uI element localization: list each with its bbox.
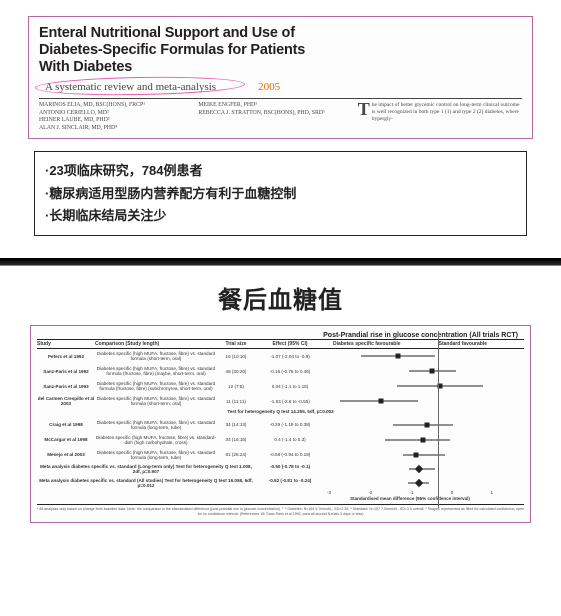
author: MARINOS ELIA, MD, BSC(HONS), FRCP¹ <box>39 102 188 110</box>
divider <box>39 98 522 99</box>
forest-row: McCargar et al 1998 Diabetes specific (h… <box>37 432 524 447</box>
forest-header: Study Comparison (Study length) Trial si… <box>37 339 524 349</box>
forest-summary: Meta analysis diabetes specific vs. stan… <box>37 476 524 490</box>
hdr-study: Study <box>37 341 95 347</box>
forest-row: Mesejo et al 2003 Diabetes specific (hig… <box>37 447 524 462</box>
bullet-box: ·23项临床研究，784例患者 ·糖尿病适用型肠内营养配方有利于血糖控制 ·长期… <box>34 151 527 235</box>
forest-row: Craig et al 1998 Diabetes specific (high… <box>37 417 524 432</box>
forest-body: Peters et al 1992 Diabetes specific (hig… <box>37 349 524 491</box>
authors-left: MARINOS ELIA, MD, BSC(HONS), FRCP¹ ANTON… <box>39 102 188 132</box>
author: REBECCA J. STRATTON, BSC(HONS), PHD, SRD… <box>198 110 347 118</box>
forest-row: Peters et al 1992 Diabetes specific (hig… <box>37 349 524 364</box>
hdr-fav-left: Diabetes specific favourable <box>333 341 401 347</box>
paper-subtitle: A systematic review and meta-analysis <box>39 80 222 94</box>
bullet-1: ·23项临床研究，784例患者 <box>45 160 516 182</box>
author: HEINER LAUBE, MD, PHD³ <box>39 117 188 125</box>
abstract-text: he impact of better glycemic control on … <box>372 102 520 122</box>
forest-row: Sanz-Paris et al 1993 Diabetes specific … <box>37 379 524 394</box>
hdr-comp: Comparison (Study length) <box>95 341 217 347</box>
bullet-3: ·长期临床结局关注少 <box>45 205 516 227</box>
lower-title: 餐后血糖值 <box>0 280 561 315</box>
paper-title: Enteral Nutritional Support and Use of D… <box>39 25 522 76</box>
author-row: MARINOS ELIA, MD, BSC(HONS), FRCP¹ ANTON… <box>39 102 522 132</box>
hdr-eff: Effect (95% CI) <box>255 341 325 347</box>
forest-footnote: * All analyses only based on change from… <box>37 504 524 516</box>
slide-separator <box>0 258 561 266</box>
scale-label: Standardised mean difference (95% confid… <box>325 495 495 501</box>
bullet-2: ·糖尿病适用型肠内营养配方有利于血糖控制 <box>45 183 516 205</box>
author: MEIKE ENGFER, PHD⁵ <box>198 102 347 110</box>
paper-clip: Enteral Nutritional Support and Use of D… <box>28 16 533 139</box>
title-line2: Diabetes-Specific Formulas for Patients <box>39 42 305 58</box>
forest-title: Post-Prandial rise in glucose concentrat… <box>37 332 524 339</box>
author: ALAN J. SINCLAIR, MD, PHD⁴ <box>39 125 188 133</box>
forest-summary: Meta analysis diabetes specific vs. stan… <box>37 462 524 476</box>
abstract-snippet: T he impact of better glycemic control o… <box>358 102 522 132</box>
title-line1: Enteral Nutritional Support and Use of <box>39 25 295 41</box>
forest-row: Sanz-Paris et al 1992 Diabetes specific … <box>37 364 524 379</box>
hdr-n: Trial size <box>217 341 255 347</box>
hdr-fav-right: Standard favourable <box>439 341 487 347</box>
paper-subtitle-row: A systematic review and meta-analysis 20… <box>39 80 522 94</box>
author: ANTONIO CERIELLO, MD² <box>39 110 188 118</box>
paper-year: 2005 <box>258 81 280 93</box>
dropcap: T <box>358 102 372 117</box>
axis-scale: -3-2-101 Standardised mean difference (9… <box>37 490 524 501</box>
authors-mid: MEIKE ENGFER, PHD⁵ REBECCA J. STRATTON, … <box>198 102 347 132</box>
lower-slide: 餐后血糖值 Post-Prandial rise in glucose conc… <box>0 266 561 523</box>
heterogeneity: Test for heterogeneity Q test 14.255, 5d… <box>37 408 524 417</box>
forest-row: del Carmen Crespillo et al 2003 Diabetes… <box>37 394 524 409</box>
title-line3: With Diabetes <box>39 59 132 75</box>
forest-plot: Post-Prandial rise in glucose concentrat… <box>30 325 531 523</box>
